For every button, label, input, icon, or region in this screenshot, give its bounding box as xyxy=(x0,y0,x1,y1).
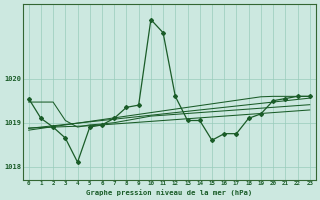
X-axis label: Graphe pression niveau de la mer (hPa): Graphe pression niveau de la mer (hPa) xyxy=(86,189,252,196)
